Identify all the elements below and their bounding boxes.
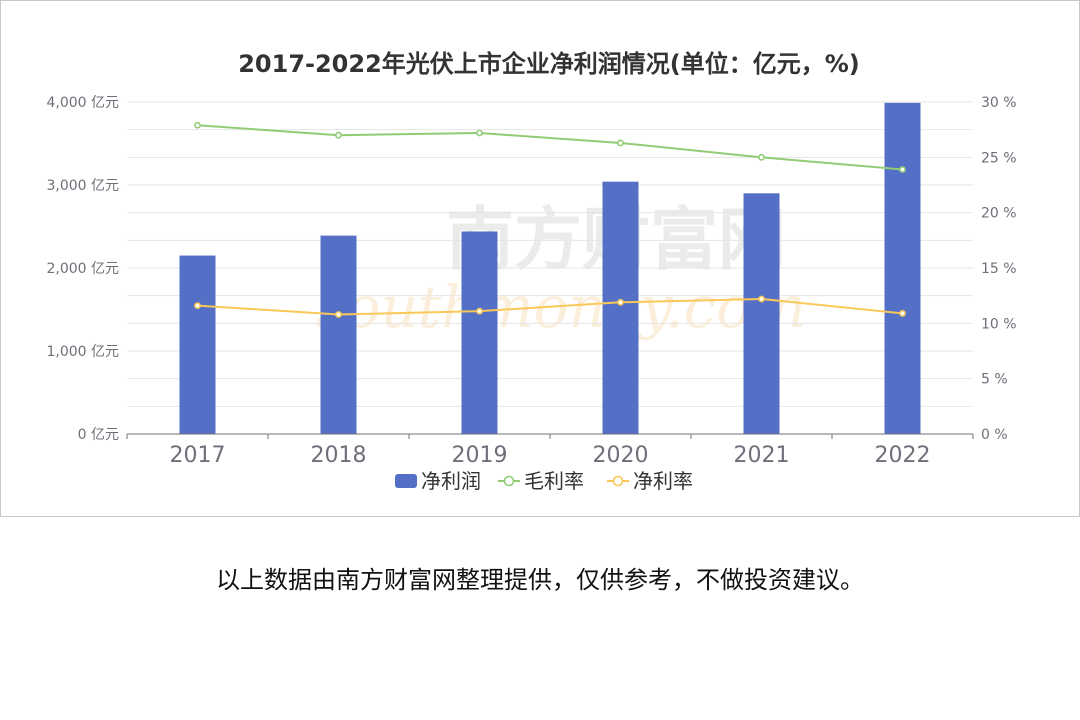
y-right-tick-label: 20 % (981, 206, 1017, 222)
bar-net-profit (602, 181, 639, 434)
bar-layer (179, 102, 921, 434)
watermark: 南方财富网 southmoney.com (316, 201, 806, 341)
legend-item[interactable]: 毛利率 (498, 469, 584, 493)
grid-layer (127, 101, 973, 407)
bar-net-profit (320, 235, 357, 434)
y-right-tick-label: 10 % (981, 316, 1017, 332)
y-right-tick-label: 30 % (981, 95, 1017, 111)
x-tick-label: 2018 (311, 443, 367, 468)
chart-title: 2017-2022年光伏上市企业净利润情况(单位：亿元，%) (238, 50, 860, 78)
point-net-margin (617, 298, 624, 306)
axis-layer: 0 亿元 1,000 亿元 2,000 亿元 3,000 亿元 4,000 亿元 0 % 5… (46, 95, 1016, 468)
x-tick-label: 2022 (875, 443, 931, 468)
chart-svg: 南方财富网 southmoney.com 2017-2022年光伏上市企业净利润… (46, 50, 1016, 493)
chart-frame: 南方财富网 southmoney.com 2017-2022年光伏上市企业净利润… (0, 0, 1080, 517)
legend-label: 净利率 (633, 469, 693, 493)
line-net-margin (197, 297, 903, 316)
x-tick-label: 2017 (170, 443, 226, 468)
bar-net-profit (884, 102, 921, 434)
x-tick-label: 2021 (734, 443, 790, 468)
y-right-tick-label: 15 % (981, 261, 1017, 277)
legend-item[interactable]: 净利润 (395, 469, 481, 493)
bar-net-profit (179, 255, 216, 434)
source-footnote: 以上数据由南方财富网整理提供，仅供参考，不做投资建议。 (216, 566, 864, 594)
point-gross-margin (899, 166, 906, 173)
x-tick-label: 2019 (452, 443, 508, 468)
line-layer (194, 121, 906, 318)
line-gross-margin (197, 124, 903, 171)
point-net-margin (758, 295, 765, 303)
point-net-margin (194, 302, 201, 310)
y-left-tick-label: 1,000 亿元 (46, 344, 119, 360)
bar-net-profit (461, 231, 498, 434)
legend-swatch-bar (395, 474, 417, 488)
legend-label: 净利润 (421, 469, 481, 493)
legend-swatch-marker (503, 475, 515, 487)
y-right-tick-label: 25 % (981, 150, 1017, 166)
point-gross-margin (476, 129, 483, 137)
legend-swatch-marker (612, 475, 624, 487)
bar-net-profit (743, 193, 780, 434)
point-gross-margin (758, 153, 765, 161)
legend-item[interactable]: 净利率 (607, 469, 693, 493)
y-left-tick-label: 2,000 亿元 (46, 261, 119, 277)
y-right-tick-label: 0 % (981, 427, 1008, 443)
legend-layer[interactable]: 净利润 毛利率 净利率 (395, 469, 693, 493)
point-net-margin (476, 307, 483, 315)
y-left-tick-label: 3,000 亿元 (46, 178, 119, 194)
point-gross-margin (335, 131, 342, 139)
y-right-tick-label: 5 % (981, 372, 1008, 388)
legend-label: 毛利率 (524, 469, 584, 493)
y-left-tick-label: 0 亿元 (78, 427, 119, 443)
point-net-margin (335, 311, 342, 318)
point-net-margin (899, 309, 906, 317)
point-gross-margin (617, 139, 624, 147)
x-tick-label: 2020 (593, 443, 649, 468)
point-gross-margin (194, 121, 201, 129)
y-left-tick-label: 4,000 亿元 (46, 95, 119, 111)
